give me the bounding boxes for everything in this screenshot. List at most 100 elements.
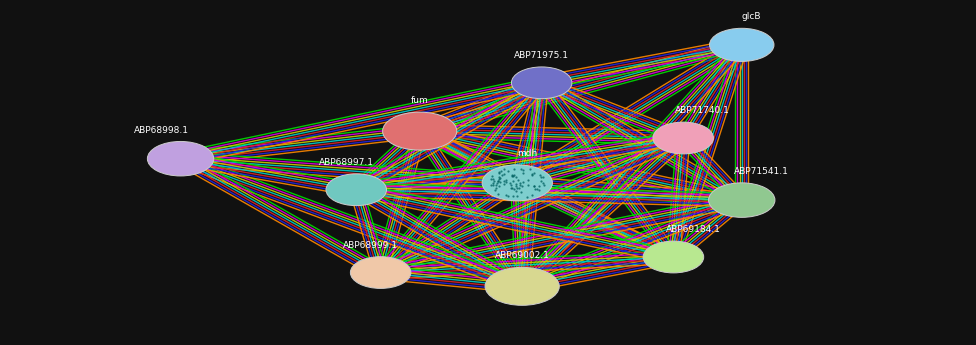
Point [508, 181, 524, 187]
Point [526, 183, 542, 189]
Text: ABP71541.1: ABP71541.1 [734, 167, 789, 176]
Point [497, 181, 512, 187]
Text: ABP68999.1: ABP68999.1 [344, 241, 398, 250]
Text: ABP69184.1: ABP69184.1 [666, 225, 720, 234]
Ellipse shape [485, 267, 559, 305]
Point [506, 193, 521, 199]
Point [483, 177, 499, 182]
Point [491, 176, 507, 182]
Point [512, 182, 528, 188]
Point [503, 180, 518, 185]
Point [533, 174, 549, 180]
Point [504, 173, 519, 179]
Point [513, 183, 529, 189]
Point [524, 172, 540, 178]
Point [505, 186, 520, 191]
Point [489, 180, 505, 186]
Point [496, 167, 511, 172]
Point [498, 193, 513, 198]
Point [501, 193, 516, 198]
Point [534, 178, 549, 184]
Point [524, 171, 540, 177]
Point [488, 186, 504, 191]
Point [520, 177, 536, 183]
Point [526, 170, 542, 176]
Point [491, 178, 507, 184]
Point [526, 183, 542, 188]
Point [491, 183, 507, 189]
Text: ABP68998.1: ABP68998.1 [134, 126, 188, 135]
Point [507, 186, 522, 192]
Point [508, 186, 524, 191]
Point [513, 190, 529, 195]
Point [508, 183, 524, 188]
Point [525, 193, 541, 198]
Ellipse shape [482, 165, 552, 201]
Point [494, 168, 509, 173]
Point [527, 186, 543, 191]
Ellipse shape [350, 257, 411, 288]
Point [501, 168, 516, 174]
Point [515, 170, 531, 176]
Point [483, 182, 499, 188]
Point [506, 172, 521, 178]
Point [503, 185, 518, 191]
Point [496, 178, 511, 184]
Point [485, 182, 501, 187]
Point [533, 172, 549, 178]
Point [505, 178, 520, 184]
Point [515, 167, 531, 172]
Point [485, 176, 501, 182]
Text: fum: fum [411, 96, 428, 105]
Ellipse shape [326, 174, 386, 206]
Point [512, 166, 528, 172]
Point [514, 179, 530, 185]
Point [489, 183, 505, 188]
Point [491, 170, 507, 176]
Point [531, 183, 547, 189]
Ellipse shape [643, 241, 704, 273]
Point [487, 188, 503, 193]
Ellipse shape [653, 122, 713, 154]
Text: ABP71740.1: ABP71740.1 [675, 106, 730, 115]
Point [519, 194, 535, 199]
Point [491, 191, 507, 197]
Point [493, 175, 508, 180]
Text: mdh: mdh [517, 149, 537, 158]
Point [510, 186, 526, 191]
Point [507, 166, 522, 171]
Point [485, 180, 501, 186]
Point [499, 177, 514, 183]
Point [504, 183, 519, 188]
Point [535, 174, 550, 180]
Point [522, 166, 538, 172]
Point [509, 194, 525, 199]
Point [486, 178, 502, 184]
Point [484, 174, 500, 179]
Point [491, 178, 507, 183]
Point [492, 179, 508, 185]
Ellipse shape [710, 28, 774, 61]
Point [496, 171, 511, 176]
Point [512, 180, 528, 186]
Point [536, 182, 551, 187]
Point [505, 173, 520, 178]
Point [529, 187, 545, 192]
Point [491, 170, 507, 175]
Point [494, 172, 509, 178]
Point [504, 172, 519, 178]
Text: ABP69002.1: ABP69002.1 [495, 252, 549, 260]
Point [491, 174, 507, 180]
Point [508, 175, 523, 180]
Ellipse shape [709, 183, 775, 217]
Text: ABP71975.1: ABP71975.1 [514, 51, 569, 60]
Ellipse shape [511, 67, 572, 99]
Point [520, 183, 536, 188]
Text: glcB: glcB [742, 12, 761, 21]
Ellipse shape [383, 112, 457, 150]
Point [498, 179, 513, 185]
Point [510, 177, 526, 183]
Ellipse shape [147, 141, 214, 176]
Point [532, 188, 548, 193]
Point [535, 180, 550, 186]
